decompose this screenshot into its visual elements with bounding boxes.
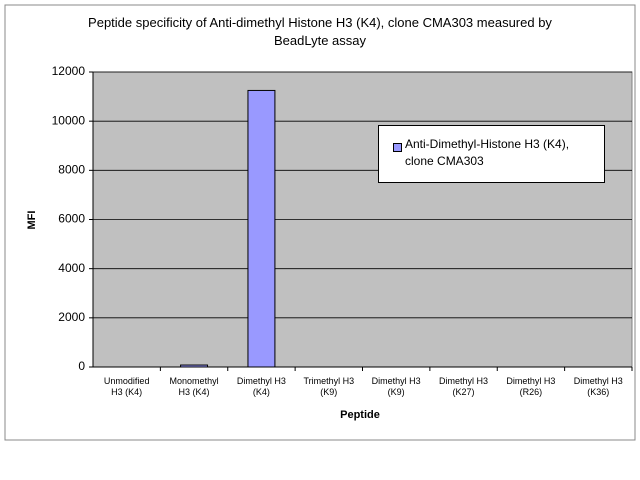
y-tick-label: 10000 (52, 113, 86, 127)
x-tick-label: Unmodified H3 (K4) (103, 376, 150, 397)
y-axis-label: MFI (26, 211, 38, 230)
y-tick-label: 2000 (58, 310, 85, 324)
bar (247, 89, 276, 368)
legend-swatch (393, 143, 402, 152)
y-tick-label: 4000 (58, 261, 85, 275)
y-tick-label: 0 (78, 359, 85, 373)
x-tick-label: Dimethyl H3 (R26) (506, 376, 556, 397)
y-tick-label: 12000 (52, 64, 86, 78)
legend: Anti-Dimethyl-Histone H3 (K4), clone CMA… (378, 125, 605, 183)
x-axis-label: Peptide (340, 409, 380, 421)
chart-title: Peptide specificity of Anti-dimethyl His… (88, 15, 552, 48)
x-tick-label: Dimethyl H3 (K36) (573, 376, 623, 397)
y-tick-label: 6000 (58, 212, 85, 226)
y-tick-label: 8000 (58, 163, 85, 177)
x-tick-label: Trimethyl H3 (K9) (303, 376, 355, 397)
x-tick-label: Dimethyl H3 (K27) (439, 376, 489, 397)
x-tick-label: Dimethyl H3 (K9) (371, 376, 421, 397)
x-tick-label: Monomethyl H3 (K4) (169, 376, 219, 397)
x-tick-label: Dimethyl H3 (K4) (236, 376, 286, 397)
legend-label: Anti-Dimethyl-Histone H3 (K4), clone CMA… (405, 137, 570, 168)
